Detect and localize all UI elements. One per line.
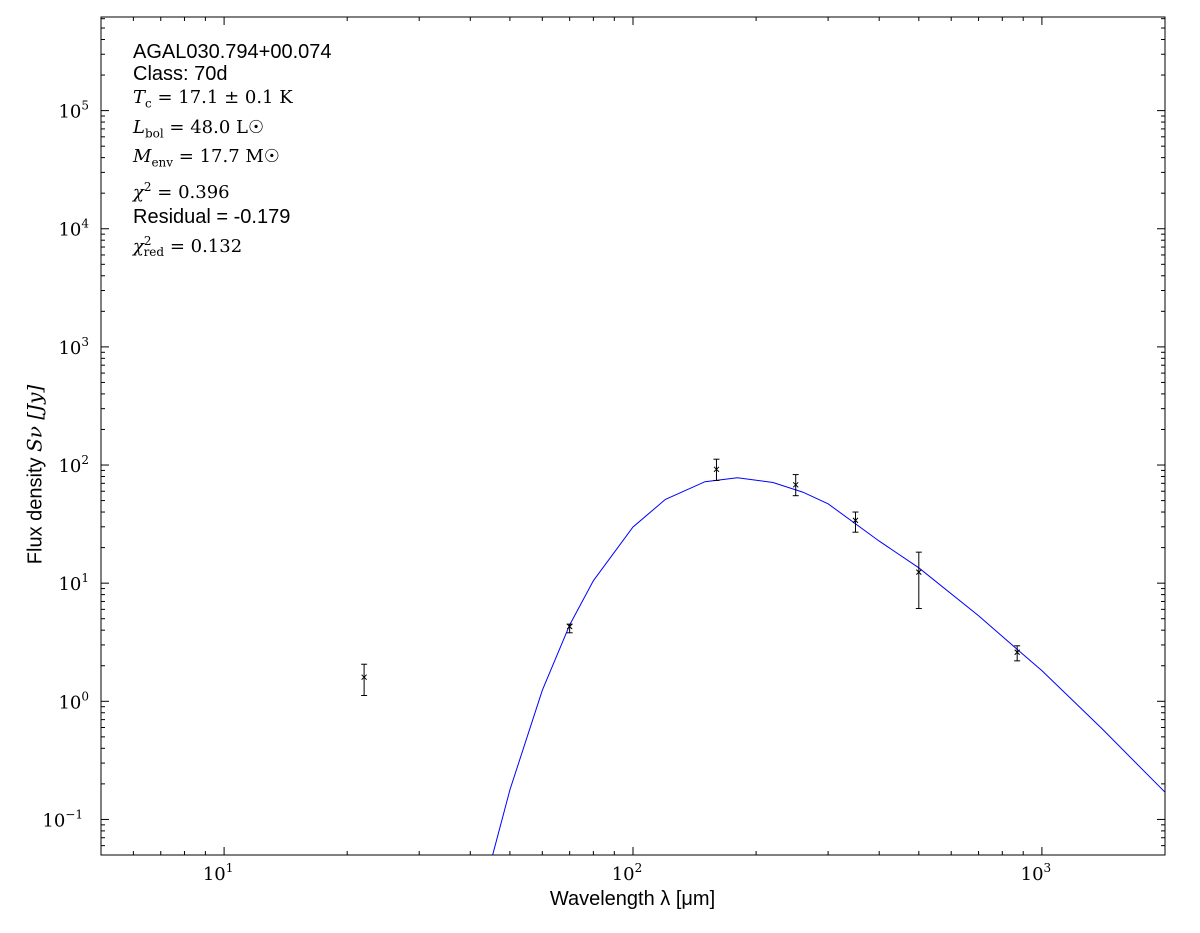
- data-point: [713, 458, 720, 481]
- tick-label-exponent: 2: [635, 861, 643, 875]
- y-tick-label: 105: [58, 99, 89, 123]
- tick-label-base: 10: [203, 864, 226, 885]
- point-marker: [1014, 649, 1021, 656]
- chi2-label: χ2 = 0.396: [133, 179, 230, 203]
- model-curve: [492, 477, 1165, 855]
- y-tick-label: 102: [58, 453, 89, 477]
- tick-label-base: 10: [58, 102, 81, 123]
- y-tick-label: 104: [58, 217, 89, 241]
- class-label: Class: 70d: [133, 63, 228, 85]
- tc-value: 17.1 ± 0.1 K: [178, 87, 293, 108]
- data-point: [852, 511, 859, 533]
- tick-label-base: 10: [612, 864, 635, 885]
- y-axis-label-symbol: Sν [Jy]: [22, 384, 47, 452]
- tick-label-exponent: 5: [81, 99, 89, 113]
- source-name: AGAL030.794+00.074: [133, 41, 332, 63]
- point-marker: [792, 481, 799, 488]
- x-axis-label: Wavelength λ [μm]: [549, 888, 716, 910]
- chi2red-label: χ2red = 0.132: [133, 233, 243, 260]
- x-tick-label: 101: [203, 861, 234, 885]
- tc-label: Tc = 17.1 ± 0.1 K: [133, 87, 293, 111]
- tick-label-exponent: 1: [226, 861, 234, 875]
- tick-label-base: 10: [58, 338, 81, 359]
- tick-label-base: 10: [58, 574, 81, 595]
- x-tick-label: 102: [612, 861, 643, 885]
- point-marker: [852, 517, 859, 524]
- chi2-value: 0.396: [178, 181, 230, 203]
- y-tick-label: 10−1: [42, 807, 83, 831]
- tick-label-base: 10: [42, 810, 65, 831]
- tick-label-exponent: 3: [1044, 861, 1052, 875]
- tick-label-exponent: 0: [81, 689, 89, 703]
- data-point: [792, 474, 799, 497]
- tick-label-base: 10: [58, 220, 81, 241]
- data-point: [566, 623, 573, 634]
- y-axis-label-prefix: Flux density: [24, 451, 47, 565]
- tick-label-exponent: 2: [81, 453, 89, 467]
- point-marker: [915, 569, 922, 575]
- point-marker: [361, 674, 367, 681]
- data-point: [915, 551, 922, 610]
- lbol-label: Lbol = 48.0 L☉: [133, 116, 265, 141]
- tick-label-exponent: 4: [81, 217, 89, 231]
- x-tick-label: 103: [1021, 861, 1052, 885]
- menv-label: Menv = 17.7 M☉: [133, 146, 280, 170]
- residual-label: Residual = -0.179: [133, 205, 291, 228]
- tick-label-exponent: 1: [81, 571, 89, 585]
- tick-label-base: 10: [1021, 864, 1044, 885]
- tick-label-exponent: −1: [65, 807, 83, 821]
- y-axis-label: Flux density Sν [Jy]: [23, 335, 48, 615]
- lbol-value: 48.0 L☉: [190, 116, 265, 138]
- menv-value: 17.7 M☉: [199, 146, 280, 168]
- data-point: [1014, 645, 1021, 662]
- y-tick-label: 101: [58, 571, 89, 595]
- tick-label-exponent: 3: [81, 335, 89, 349]
- y-tick-label: 100: [58, 689, 89, 713]
- annotation-block: AGAL030.794+00.074 Class: 70d Tc = 17.1 …: [133, 40, 332, 264]
- data-point: [361, 663, 368, 696]
- point-marker: [713, 466, 720, 473]
- y-tick-label: 103: [58, 335, 89, 359]
- tick-label-base: 10: [58, 456, 81, 477]
- tick-label-base: 10: [58, 692, 81, 713]
- point-marker: [566, 623, 573, 630]
- chi2red-value: 0.132: [190, 235, 243, 257]
